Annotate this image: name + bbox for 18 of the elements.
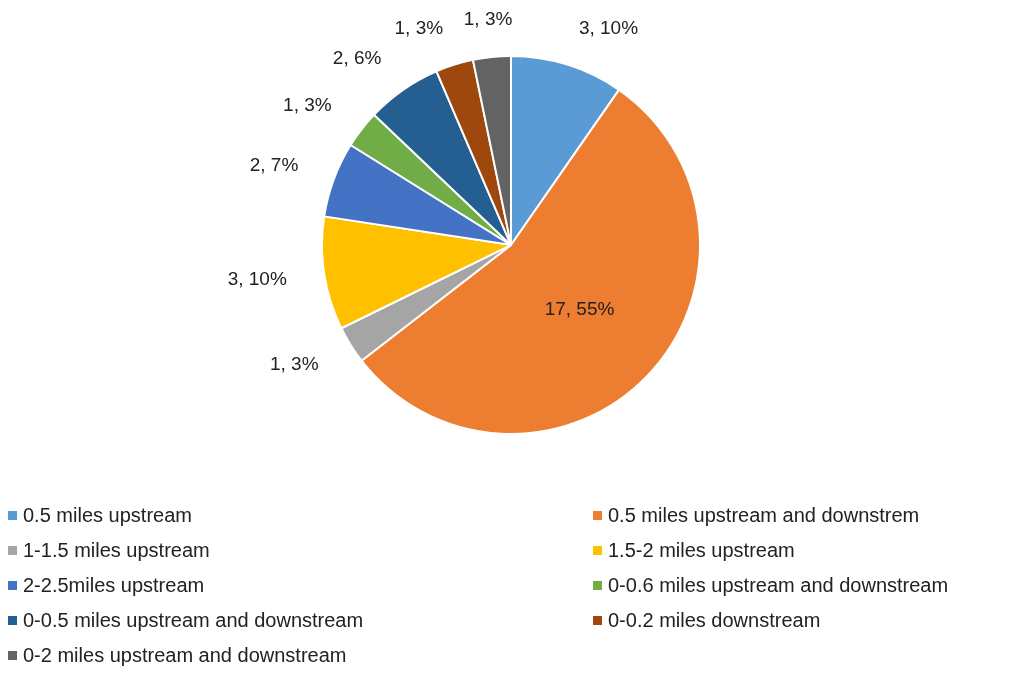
data-label: 1, 3% xyxy=(463,7,513,29)
legend-label: 2-2.5miles upstream xyxy=(23,574,205,597)
data-label: 3, 10% xyxy=(227,267,287,289)
legend-label: 0-0.2 miles downstream xyxy=(608,609,821,632)
legend-label: 0.5 miles upstream and downstrem xyxy=(608,504,920,527)
legend-label: 0-2 miles upstream and downstream xyxy=(23,644,347,667)
data-label: 1, 3% xyxy=(269,353,319,375)
legend-label: 0.5 miles upstream xyxy=(23,504,192,527)
legend-label: 1.5-2 miles upstream xyxy=(608,539,795,562)
data-label: 17, 55% xyxy=(544,298,615,320)
legend-label: 0-0.5 miles upstream and downstream xyxy=(23,609,364,632)
legend-label: 1-1.5 miles upstream xyxy=(23,539,210,562)
data-label: 1, 3% xyxy=(283,94,332,116)
data-label: 2, 6% xyxy=(332,47,382,69)
data-label: 1, 3% xyxy=(394,16,444,38)
data-label: 3, 10% xyxy=(578,16,639,38)
data-label: 2, 7% xyxy=(249,154,299,176)
legend-label: 0-0.6 miles upstream and downstream xyxy=(608,574,949,597)
